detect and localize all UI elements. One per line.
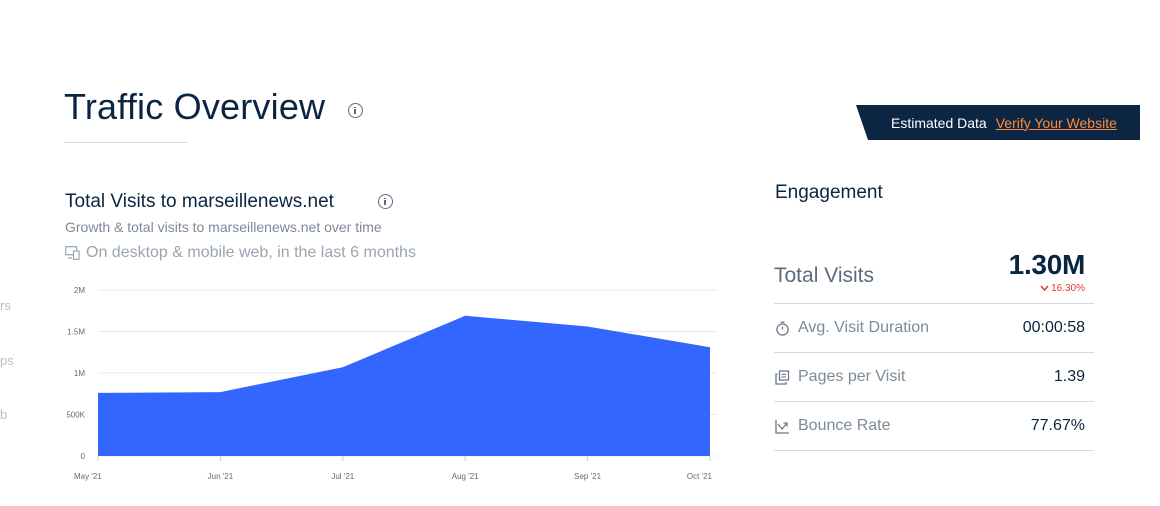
visits-card-title: Total Visits to marseillenews.net [65,191,334,212]
sidebar-edge-text: ps [0,353,14,368]
x-tick-label: May '21 [74,472,102,481]
y-tick-label: 0 [81,452,86,461]
engagement-row-label: Bounce Rate [798,417,891,434]
sidebar-edge-text: b [0,407,8,422]
y-tick-label: 2M [74,286,85,295]
engagement-divider [774,450,1094,451]
x-tick-label: Aug '21 [452,472,479,481]
bounce-icon [774,418,790,434]
x-tick-label: Oct '21 [687,472,713,481]
visits-card-scope: On desktop & mobile web, in the last 6 m… [65,244,416,262]
x-tick-label: Jun '21 [208,472,234,481]
engagement-row-pages: Pages per Visit 1.39 [774,352,1094,401]
visits-area [98,315,710,456]
sidebar-edge-text: rs [0,298,11,313]
banner-text: Estimated Data [891,114,987,131]
engagement-row-duration: Avg. Visit Duration 00:00:58 [774,303,1094,352]
engagement-row-label: Pages per Visit [798,368,906,385]
info-icon[interactable] [348,103,363,118]
y-tick-label: 1.5M [67,328,85,337]
engagement-row-label: Avg. Visit Duration [798,319,930,336]
engagement-row-value: 77.67% [1030,417,1085,434]
total-visits-change: 16.30% [1040,283,1085,294]
engagement-row-value: 00:00:58 [1022,319,1085,336]
total-visits-label: Total Visits [774,264,874,287]
y-tick-label: 1M [74,369,85,378]
engagement-row-value: 1.39 [1053,368,1085,385]
stopwatch-icon [774,320,790,336]
engagement-row-bounce: Bounce Rate 77.67% [774,401,1094,450]
total-visits-value: 1.30M [1008,249,1086,280]
visits-card-subtitle: Growth & total visits to marseillenews.n… [65,219,382,235]
total-visits-chart: 0 500K 1M 1.5M 2M May '21 Jun '21 Jul '21 Aug '2… [66,286,716,481]
x-tick-label: Sep '21 [574,472,601,481]
verify-website-link[interactable]: Verify Your Website [995,114,1117,131]
estimated-data-banner: Estimated Data Verify Your Website [856,105,1140,140]
devices-icon [65,246,80,260]
change-value: 16.30% [1051,283,1085,294]
chevron-down-icon [1040,283,1049,294]
info-icon[interactable] [378,194,393,209]
y-tick-label: 500K [66,411,85,420]
pages-icon [774,369,790,385]
page-title: Traffic Overview [64,86,326,127]
x-tick-label: Jul '21 [331,472,354,481]
title-divider [64,142,188,143]
engagement-title: Engagement [775,182,883,203]
scope-text: On desktop & mobile web, in the last 6 m… [86,244,416,261]
